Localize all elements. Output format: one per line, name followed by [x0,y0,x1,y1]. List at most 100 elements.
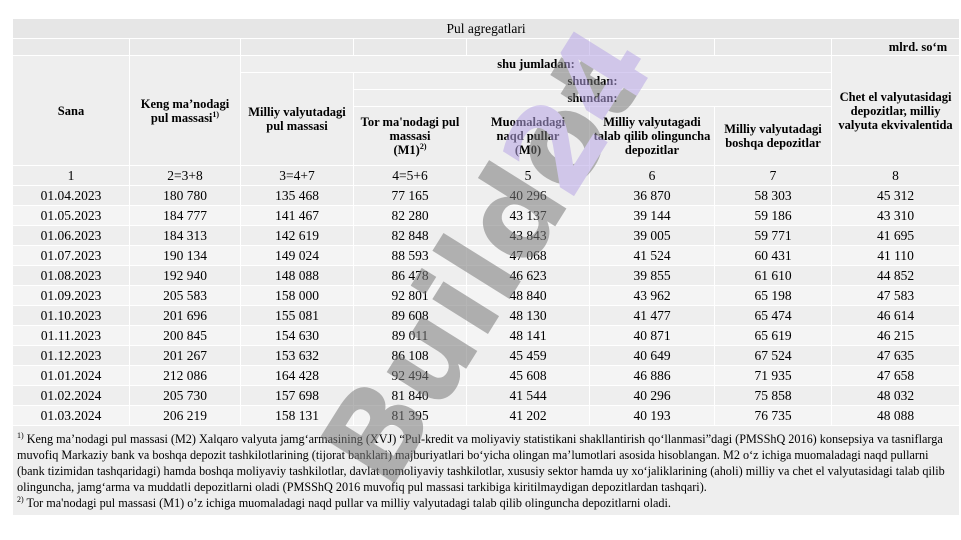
header-m0-line2: naqd pullar [496,129,560,143]
row-value-cell: 58 303 [714,185,832,206]
footnote-2-sup: 2) [17,494,24,504]
table-row: 01.05.2023 184 777 141 467 82 280 43 137 39 1… [12,205,961,226]
column-number: 6 [589,165,715,186]
row-value-cell: 89 608 [353,305,467,326]
row-value-cell: 40 871 [589,325,715,346]
row-value-cell: 46 623 [466,265,590,286]
header-m2: Keng ma’nodagi pul massasi1) [129,55,241,166]
column-number: 7 [714,165,832,186]
row-value-cell: 41 202 [466,405,590,426]
row-value-cell: 40 193 [589,405,715,426]
row-value-cell: 41 524 [589,245,715,266]
row-value-cell: 46 886 [589,365,715,386]
row-date-cell: 01.11.2023 [12,325,130,346]
row-date-cell: 01.05.2023 [12,205,130,226]
table-row: 01.04.2023 180 780 135 468 77 165 40 296 36 8… [12,185,961,206]
footnote-1: 1) Keng ma’nodagi pul massasi (M2) Xalqa… [17,431,955,495]
row-value-cell: 142 619 [240,225,354,246]
row-value-cell: 158 131 [240,405,354,426]
row-value-cell: 65 619 [714,325,832,346]
header-m2-sup: 1) [212,109,220,119]
row-value-cell: 155 081 [240,305,354,326]
header-of-which-1: shundan: [353,72,832,90]
row-value-cell: 48 141 [466,325,590,346]
table-body: 01.04.2023 180 780 135 468 77 165 40 296 36 8… [12,185,961,426]
row-value-cell: 41 477 [589,305,715,326]
row-value-cell: 43 137 [466,205,590,226]
row-value-cell: 67 524 [714,345,832,366]
row-value-cell: 43 962 [589,285,715,306]
column-number: 5 [466,165,590,186]
row-value-cell: 86 478 [353,265,467,286]
row-date-cell: 01.10.2023 [12,305,130,326]
row-value-cell: 60 431 [714,245,832,266]
footnote-2-text: Tor ma'nodagi pul massasi (M1) o’z ichig… [23,496,671,510]
row-value-cell: 61 610 [714,265,832,286]
row-value-cell: 47 658 [830,365,961,386]
row-value-cell: 141 467 [240,205,354,226]
header-demand-deposits: Milliy valyutagadi talab qilib olingunch… [589,106,715,166]
row-value-cell: 212 086 [129,365,241,386]
table-row: 01.01.2024 212 086 164 428 92 494 45 608 46 8… [12,365,961,386]
row-value-cell: 48 840 [466,285,590,306]
row-value-cell: 46 614 [830,305,961,326]
row-value-cell: 40 296 [589,385,715,406]
header-including: shu jumladan: [240,55,832,73]
column-number: 2=3+8 [129,165,241,186]
row-value-cell: 205 730 [129,385,241,406]
row-value-cell: 180 780 [129,185,241,206]
header-other-deposits: Milliy valyutadagi boshqa depozitlar [714,106,832,166]
table-row: 01.11.2023 200 845 154 630 89 011 48 141 40 8… [12,325,961,346]
row-date-cell: 01.01.2024 [12,365,130,386]
row-value-cell: 46 215 [830,325,961,346]
row-value-cell: 41 110 [830,245,961,266]
row-value-cell: 81 840 [353,385,467,406]
header-m1-text: Tor ma'nodagi pul massasi [360,115,460,143]
row-value-cell: 39 005 [589,225,715,246]
row-value-cell: 184 313 [129,225,241,246]
column-number: 8 [830,165,961,186]
row-value-cell: 157 698 [240,385,354,406]
row-value-cell: 76 735 [714,405,832,426]
row-value-cell: 184 777 [129,205,241,226]
row-value-cell: 206 219 [129,405,241,426]
table-row: 01.06.2023 184 313 142 619 82 848 43 843 39 0… [12,225,961,246]
row-value-cell: 89 011 [353,325,467,346]
table-row: 01.07.2023 190 134 149 024 88 593 47 068 41 5… [12,245,961,266]
row-value-cell: 153 632 [240,345,354,366]
row-date-cell: 01.09.2023 [12,285,130,306]
row-value-cell: 192 940 [129,265,241,286]
table-row: 01.12.2023 201 267 153 632 86 108 45 459 40 6… [12,345,961,366]
row-value-cell: 65 474 [714,305,832,326]
row-value-cell: 48 130 [466,305,590,326]
row-value-cell: 148 088 [240,265,354,286]
row-value-cell: 48 088 [830,405,961,426]
row-value-cell: 205 583 [129,285,241,306]
row-value-cell: 82 280 [353,205,467,226]
header-national: Milliy valyutadagi pul massasi [240,72,354,166]
row-date-cell: 01.02.2024 [12,385,130,406]
row-value-cell: 45 459 [466,345,590,366]
row-value-cell: 164 428 [240,365,354,386]
row-date-cell: 01.12.2023 [12,345,130,366]
row-value-cell: 88 593 [353,245,467,266]
row-value-cell: 77 165 [353,185,467,206]
row-value-cell: 59 771 [714,225,832,246]
table-row: 01.09.2023 205 583 158 000 92 801 48 840 43 9… [12,285,961,306]
header-m0: Muomaladagi naqd pullar (M0) [466,106,590,166]
row-value-cell: 45 608 [466,365,590,386]
row-date-cell: 01.04.2023 [12,185,130,206]
footnote-1-sup: 1) [17,430,24,440]
row-value-cell: 158 000 [240,285,354,306]
table-title: Pul agregatlari [11,18,961,39]
row-value-cell: 39 144 [589,205,715,226]
row-value-cell: 36 870 [589,185,715,206]
unit-label: mlrd. so‘m [830,38,961,56]
column-numbers-row: 1 2=3+8 3=4+7 4=5+6 5 6 7 8 [12,165,961,186]
row-value-cell: 201 267 [129,345,241,366]
row-value-cell: 43 843 [466,225,590,246]
table-row: 01.02.2024 205 730 157 698 81 840 41 544 40 2… [12,385,961,406]
row-value-cell: 59 186 [714,205,832,226]
row-value-cell: 41 544 [466,385,590,406]
row-value-cell: 92 801 [353,285,467,306]
